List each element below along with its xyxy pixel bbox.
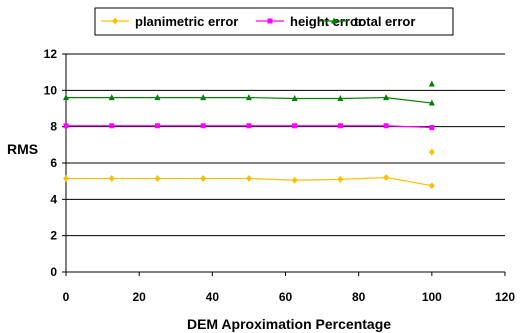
data-point [63,123,69,129]
data-point [292,123,298,129]
x-tick-label: 60 [279,290,293,304]
y-tick-label: 2 [50,229,57,243]
x-tick-label: 0 [63,290,70,304]
data-point [337,175,344,183]
series-height-error [63,123,435,131]
x-tick-label: 40 [206,290,220,304]
y-tick-label: 4 [50,192,57,206]
x-tick-label: 120 [495,290,515,304]
data-point [109,123,115,129]
x-tick-label: 80 [352,290,366,304]
data-point [246,123,252,129]
data-point [200,123,206,129]
data-point [428,182,435,190]
series-planimetric-error [63,148,435,190]
y-axis-title: RMS [7,141,38,157]
data-point [154,174,161,182]
data-point [383,123,389,129]
data-point [245,94,252,101]
data-point [429,125,435,131]
legend-marker [331,17,337,24]
data-point [245,174,252,182]
data-point [108,174,115,182]
y-tick-label: 10 [44,83,58,97]
series-group [63,80,435,190]
data-point [154,94,161,101]
data-point [428,99,435,106]
y-tick-label: 0 [50,265,57,279]
data-point [63,174,69,182]
data-point [383,94,390,101]
x-tick-label: 20 [132,290,146,304]
legend-label: planimetric error [135,14,238,29]
data-point [337,95,344,102]
data-point-extra [428,80,435,87]
data-point [63,94,69,101]
x-tick-label: 100 [422,290,442,304]
data-point [291,176,298,184]
data-point [108,94,115,101]
data-point [154,123,160,129]
data-point [337,123,343,129]
y-tick-label: 8 [50,120,57,134]
data-point [383,174,390,182]
series-total-error [63,80,435,106]
data-point [291,95,298,102]
x-axis-title: DEM Aproximation Percentage [187,316,391,332]
legend-label: total error [354,14,415,29]
data-point [200,174,207,182]
data-point [200,94,207,101]
y-tick-label: 6 [50,156,57,170]
data-point-extra [428,148,435,156]
y-tick-label: 12 [44,47,58,61]
legend-marker [267,18,273,24]
grid [66,53,505,237]
legend-marker [112,17,118,25]
